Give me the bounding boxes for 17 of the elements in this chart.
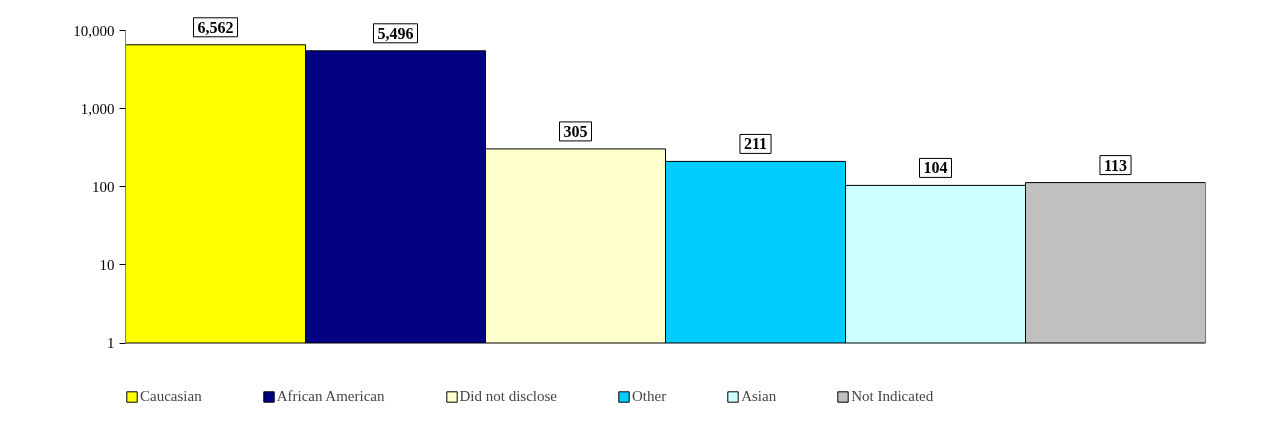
data-label: 104 [923, 159, 948, 177]
legend-label: Did not disclose [459, 388, 558, 405]
y-tick-label: 100 [92, 178, 115, 195]
legend-label: African American [276, 388, 385, 405]
data-label: 5,496 [377, 24, 414, 42]
legend-label: Other [632, 388, 667, 405]
y-tick-label: 1,000 [80, 100, 115, 117]
data-label: 211 [743, 135, 768, 153]
y-tick-label: 10 [99, 256, 115, 273]
data-label: 113 [1103, 156, 1128, 174]
legend-label: Not Indicated [851, 388, 934, 405]
legend-label: Asian [741, 388, 777, 405]
y-tick-label: 10,000 [73, 22, 115, 39]
legend-label: Caucasian [140, 388, 202, 405]
y-tick-label: 1 [107, 335, 115, 351]
data-label: 6,562 [197, 18, 234, 36]
data-label: 305 [563, 122, 588, 140]
